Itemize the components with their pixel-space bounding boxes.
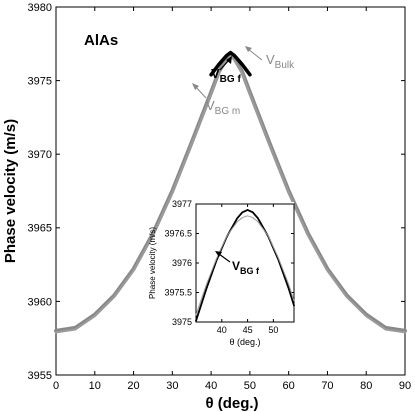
series-line-1: [54, 54, 407, 334]
y-tick-label: 3975: [28, 75, 52, 87]
x-tick-label: 60: [283, 380, 295, 392]
inset-plot-background: [171, 202, 294, 322]
series-line-0: [195, 209, 295, 322]
annotation-v-bgf-arrowhead: [226, 56, 232, 64]
inset-y-axis-label: Phase velocity (m/s): [148, 227, 157, 299]
y-tick-label: 3975: [172, 317, 192, 327]
annotation-v-bgf-arrow: [219, 59, 230, 71]
inset-x-axis-label: θ (deg.): [229, 337, 260, 347]
series-line-2: [209, 50, 252, 77]
x-tick-label: 30: [166, 380, 178, 392]
main-axis-ticks: 0 10 20 30 40 50 60 70 80 90 3955 3960 3965 3970 3975 3…: [28, 2, 412, 392]
annotation-v-bulk-arrow: [247, 48, 263, 61]
x-tick-label: 10: [89, 380, 101, 392]
x-tick-label: 80: [360, 380, 372, 392]
y-tick-label: 3977: [172, 199, 192, 209]
x-tick-label: 45: [243, 325, 253, 335]
y-tick-label: 3970: [28, 149, 52, 161]
y-tick-label: 3976.5: [164, 229, 192, 239]
x-tick-label: 0: [53, 380, 59, 392]
main-y-axis-label: Phase velocity (m/s): [2, 119, 19, 263]
series-line-1: [195, 215, 295, 316]
x-tick-label: 20: [127, 380, 139, 392]
x-tick-label: 50: [268, 325, 278, 335]
inset-series-lines: [195, 209, 295, 322]
x-tick-label: 40: [205, 380, 217, 392]
annotation-v-bulk-arrowhead: [245, 46, 252, 52]
main-x-axis-label: θ (deg.): [205, 395, 258, 412]
annotation-v-bulk-label: VBulk: [266, 52, 295, 71]
y-tick-label: 3965: [28, 223, 52, 235]
y-tick-label: 3960: [28, 296, 52, 308]
y-tick-label: 3955: [28, 370, 52, 382]
y-tick-label: 3975.5: [164, 288, 192, 298]
x-tick-label: 70: [321, 380, 333, 392]
inset-annotation-arrow: [218, 253, 231, 263]
x-tick-label: 90: [399, 380, 411, 392]
y-tick-label: 3976: [172, 258, 192, 268]
inset-annotation-v-bgf: VBG f: [215, 251, 260, 276]
x-tick-label: 50: [244, 380, 256, 392]
inset-axis-ticks: 40 45 50 3975 3975.5 3976 3976.5 3977: [164, 199, 294, 335]
main-series-lines: [54, 50, 407, 334]
annotation-v-bulk: VBulk: [245, 46, 295, 71]
inset-annotation-label: VBG f: [232, 259, 260, 276]
annotation-v-bgm-label: VBG m: [206, 98, 240, 117]
annotation-v-bgm: VBG m: [192, 83, 240, 117]
annotation-v-bgm-arrowhead: [192, 83, 199, 90]
annotation-v-bgf-label: VBG f: [211, 66, 241, 85]
y-tick-label: 3980: [28, 2, 52, 14]
main-plot-frame: [55, 6, 406, 376]
x-tick-label: 40: [217, 325, 227, 335]
annotation-v-bgf: VBG f: [211, 56, 241, 85]
material-label: AlAs: [84, 32, 118, 49]
inset-annotation-arrowhead: [215, 251, 222, 257]
